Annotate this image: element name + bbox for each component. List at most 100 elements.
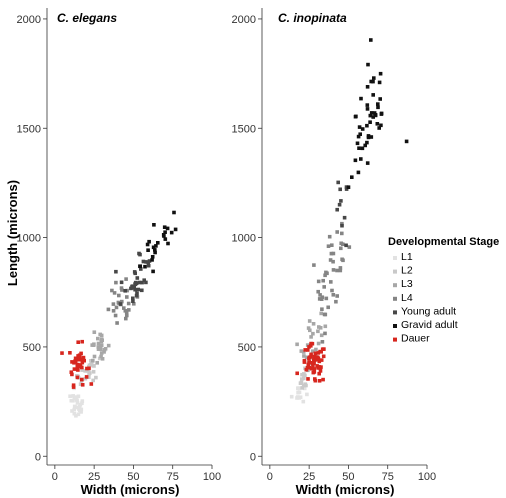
data-point [123, 309, 128, 313]
data-point [123, 289, 127, 293]
data-point [146, 260, 150, 265]
data-point [350, 175, 354, 179]
y-tick-label: 1000 [232, 233, 256, 245]
data-point [379, 111, 384, 116]
data-point [151, 245, 156, 250]
data-point [319, 350, 323, 354]
data-point [310, 349, 315, 353]
x-tick-label: 50 [127, 471, 139, 483]
data-point [91, 370, 96, 374]
data-point [82, 358, 86, 363]
data-point [314, 347, 318, 352]
data-point [303, 348, 307, 352]
data-point [337, 202, 342, 207]
data-point [366, 62, 370, 67]
data-point [314, 358, 319, 362]
data-point [84, 375, 89, 379]
data-point [129, 286, 133, 291]
data-point [371, 93, 375, 97]
panel-c-elegans-points [60, 210, 178, 418]
data-point [316, 351, 321, 355]
data-point [318, 369, 323, 373]
data-point [73, 359, 77, 363]
data-point [75, 401, 80, 405]
x-tick-label: 75 [167, 471, 179, 483]
data-point [303, 382, 308, 386]
data-point [331, 259, 335, 264]
data-point [80, 368, 84, 372]
data-point [124, 316, 128, 321]
data-point [368, 120, 372, 124]
data-point [300, 377, 304, 381]
data-point [356, 170, 361, 175]
data-point [166, 241, 170, 246]
legend-label: Gravid adult [401, 319, 458, 331]
data-point [134, 293, 139, 298]
data-point [146, 263, 151, 268]
data-point [319, 365, 323, 369]
data-point [324, 270, 328, 275]
data-point [91, 358, 95, 363]
x-tick-label: 0 [52, 471, 58, 483]
data-point [99, 343, 104, 347]
data-point [106, 307, 111, 312]
data-point [98, 332, 102, 337]
data-point [372, 111, 377, 115]
data-point [71, 385, 76, 389]
y-tick-label: 500 [238, 342, 256, 354]
data-point [344, 185, 349, 189]
data-point [365, 107, 370, 111]
data-point [135, 276, 140, 280]
data-point [321, 377, 325, 382]
data-point [154, 244, 158, 248]
data-point [321, 278, 325, 283]
data-point [295, 371, 299, 376]
data-point [357, 125, 362, 129]
data-point [297, 386, 301, 390]
data-point [125, 313, 129, 318]
data-point [89, 382, 94, 386]
data-point [139, 267, 143, 271]
data-point [298, 395, 303, 399]
data-point [110, 288, 114, 293]
data-point [85, 366, 89, 371]
data-point [150, 258, 154, 262]
x-axis-title-c-elegans: Width (microns) [81, 482, 180, 497]
data-point [319, 297, 324, 301]
data-point [125, 295, 129, 299]
data-point [315, 364, 319, 368]
data-point [312, 358, 316, 362]
data-point [146, 248, 150, 252]
data-point [69, 370, 74, 374]
data-point [79, 357, 84, 361]
data-point [304, 367, 309, 372]
data-point [111, 309, 116, 313]
data-point [88, 371, 92, 375]
data-point [360, 146, 365, 151]
data-point [76, 412, 81, 417]
data-point [289, 394, 294, 399]
data-point [365, 161, 370, 165]
data-point [305, 392, 309, 397]
data-point [140, 288, 144, 293]
data-point [341, 258, 345, 263]
panel-title-c-inopinata: C. inopinata [278, 11, 347, 25]
y-axis-title: Length (microns) [5, 180, 20, 286]
data-point [120, 299, 124, 304]
data-point [156, 241, 160, 245]
data-point [76, 368, 80, 372]
data-point [377, 126, 381, 130]
data-point [340, 223, 344, 228]
y-tick-label: 2000 [17, 14, 41, 26]
data-point [98, 347, 103, 352]
data-point [317, 297, 322, 301]
data-point [71, 394, 75, 398]
data-point [353, 158, 358, 163]
data-point [355, 141, 360, 146]
data-point [99, 354, 103, 359]
data-point [80, 377, 84, 382]
data-point [79, 407, 84, 412]
data-point [323, 324, 328, 329]
legend-title: Developmental Stage [388, 236, 499, 248]
data-point [307, 319, 312, 323]
